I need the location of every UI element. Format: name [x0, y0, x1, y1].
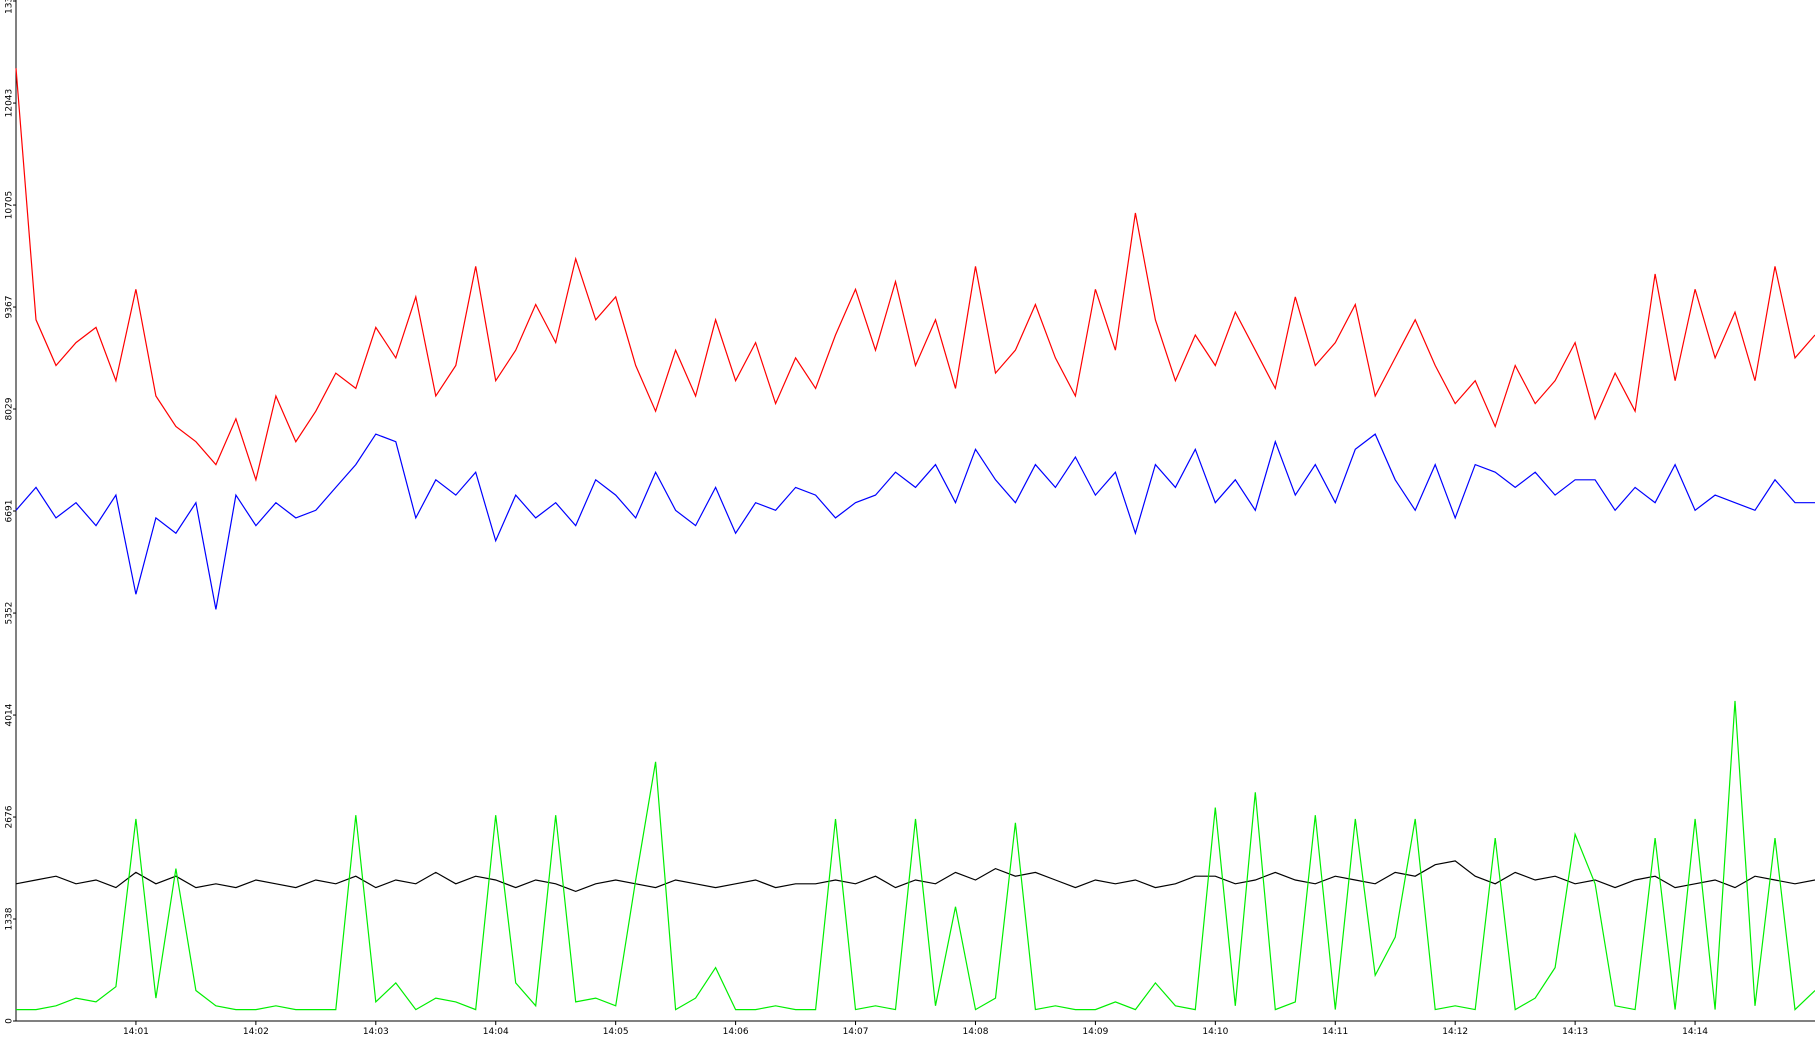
y-tick-label: 8029 [5, 397, 15, 420]
x-tick-label: 14:07 [843, 1027, 869, 1037]
y-tick-label: 10705 [5, 191, 15, 220]
x-tick-label: 14:03 [363, 1027, 389, 1037]
x-tick-label: 14:12 [1442, 1027, 1468, 1037]
x-tick-label: 14:01 [123, 1027, 149, 1037]
y-tick-label: 2676 [5, 805, 15, 828]
series-line [16, 700, 1815, 1011]
y-tick-label: 4014 [5, 703, 15, 726]
y-tick-label: 12043 [5, 89, 15, 118]
series-line [15, 433, 1815, 610]
x-tick-label: 14:04 [483, 1027, 509, 1037]
x-tick-label: 14:08 [962, 1027, 988, 1037]
y-tick-label: 5352 [5, 602, 15, 625]
series-line [15, 860, 1815, 893]
x-tick-label: 14:10 [1202, 1027, 1228, 1037]
series-line [15, 68, 1815, 483]
y-tick-label: 9367 [5, 296, 15, 319]
x-tick-label: 14:06 [723, 1027, 749, 1037]
x-tick-label: 14:13 [1562, 1027, 1588, 1037]
x-tick-label: 14:14 [1682, 1027, 1708, 1037]
x-tick-label: 14:05 [603, 1027, 629, 1037]
y-tick-label: 6691 [5, 500, 15, 523]
x-tick-label: 14:09 [1082, 1027, 1108, 1037]
x-tick-label: 14:11 [1322, 1027, 1348, 1037]
y-tick-label: 1338 [5, 907, 15, 930]
y-tick-label: 0 [5, 1018, 15, 1024]
x-tick-label: 14:02 [243, 1027, 269, 1037]
